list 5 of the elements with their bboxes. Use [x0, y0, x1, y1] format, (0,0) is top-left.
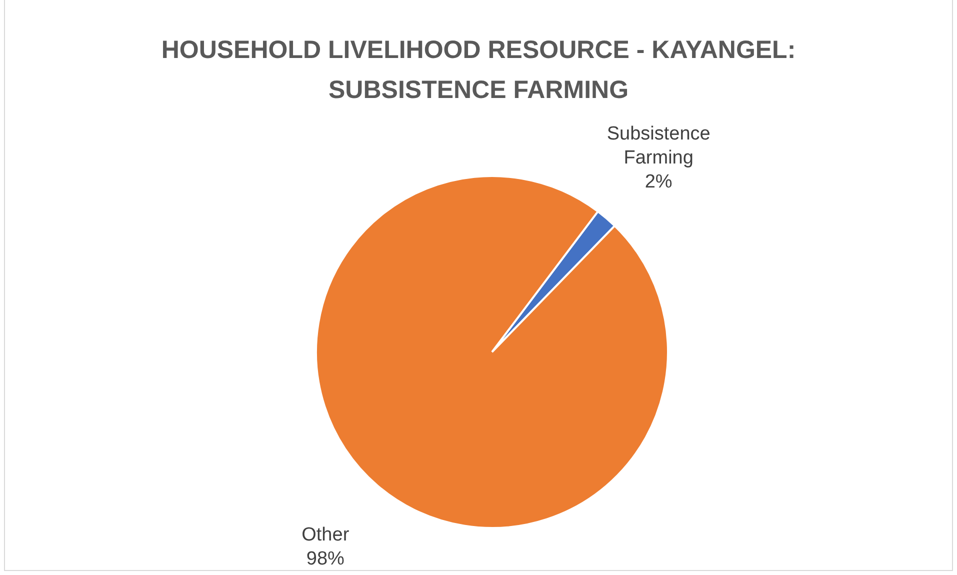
slice-label: Subsistence Farming	[606, 123, 710, 168]
chart-title: HOUSEHOLD LIVELIHOOD RESOURCE - KAYANGEL: SUBSISTENCE FARMING	[160, 35, 797, 106]
data-label: 2%	[644, 171, 672, 192]
data-label: 98%	[306, 548, 345, 569]
slice-label: Other	[302, 524, 350, 545]
